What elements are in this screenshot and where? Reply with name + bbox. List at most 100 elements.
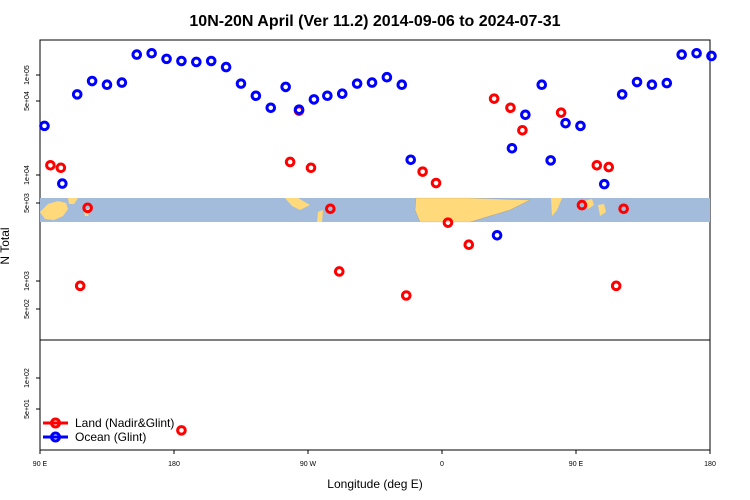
ocean-point — [101, 79, 113, 90]
ocean-point — [293, 104, 305, 115]
ocean-series — [39, 47, 717, 241]
land-point — [176, 425, 187, 436]
ocean-point — [646, 79, 658, 90]
y-tick-label: 1e+05 — [24, 65, 31, 85]
ocean-point — [631, 76, 643, 88]
ocean-point — [491, 229, 503, 241]
y-tick-label: 1e+02 — [24, 368, 31, 388]
map-land — [598, 204, 606, 216]
legend-ocean-marker — [50, 431, 61, 443]
map-ocean — [40, 198, 710, 222]
ocean-point — [220, 61, 232, 73]
world-map-strip — [40, 197, 710, 223]
ocean-point — [366, 77, 378, 88]
ocean-point — [191, 56, 202, 68]
land-point — [591, 160, 603, 171]
land-series — [45, 93, 629, 436]
ocean-point — [560, 117, 571, 129]
map-land — [285, 198, 310, 210]
x-tick-label: 0 — [440, 461, 444, 468]
legend-ocean-label: Ocean (Glint) — [75, 430, 146, 444]
ocean-point — [265, 102, 277, 114]
map-land — [40, 201, 68, 220]
ocean-point — [396, 79, 408, 90]
land-point — [463, 239, 475, 251]
x-tick-label: 180 — [704, 461, 716, 468]
legend-land-label: Land (Nadir&Glint) — [75, 416, 174, 430]
x-axis-title: Longitude (deg E) — [327, 477, 422, 491]
chart-title: 10N-20N April (Ver 11.2) 2014-09-06 to 2… — [189, 13, 560, 30]
map-land — [551, 198, 562, 216]
map-land — [68, 198, 78, 204]
ocean-point — [351, 78, 363, 89]
ocean-point — [235, 78, 247, 89]
ocean-point — [176, 55, 187, 67]
land-point — [618, 203, 629, 215]
x-tick-label: 90 E — [33, 461, 48, 468]
ocean-point — [691, 47, 702, 59]
land-point — [603, 161, 615, 173]
ocean-point — [506, 142, 518, 154]
ocean-point — [575, 120, 586, 132]
ocean-point — [598, 178, 610, 190]
y-axis-title: N Total — [0, 227, 12, 264]
y-axis: 1e+05 5e+04 1e+04 5e+03 1e+03 5e+02 1e+02 5e+01 — [24, 65, 40, 419]
ocean-point — [116, 77, 128, 88]
land-point — [333, 266, 345, 277]
land-point — [430, 177, 442, 189]
ocean-point — [381, 71, 393, 83]
ocean-point — [86, 75, 98, 87]
y-tick-label: 5e+02 — [24, 299, 31, 319]
ocean-point — [536, 79, 548, 90]
ocean-point — [706, 50, 717, 62]
ocean-point — [161, 53, 172, 65]
land-point — [488, 93, 500, 104]
ocean-point — [57, 178, 68, 189]
map-land — [584, 199, 594, 209]
y-tick-label: 5e+01 — [24, 399, 31, 419]
ocean-point — [322, 90, 333, 102]
land-point — [505, 102, 516, 114]
x-tick-label: 90 W — [300, 461, 317, 468]
y-tick-label: 1e+03 — [24, 271, 31, 291]
y-tick-label: 5e+04 — [24, 91, 31, 111]
map-coastline — [414, 197, 531, 223]
ocean-point — [405, 154, 417, 166]
land-point — [417, 166, 428, 177]
land-point — [325, 203, 336, 215]
land-point — [576, 199, 588, 211]
ocean-point — [545, 155, 556, 166]
ocean-point — [205, 55, 217, 67]
ocean-point — [250, 90, 262, 102]
ocean-point — [308, 94, 320, 105]
legend-land-marker — [50, 417, 61, 429]
land-point — [610, 280, 622, 292]
land-point — [74, 280, 86, 292]
ocean-point — [280, 81, 291, 93]
land-point — [517, 124, 528, 136]
y-tick-label: 5e+03 — [24, 193, 31, 213]
land-point — [55, 162, 67, 174]
land-point — [555, 107, 567, 118]
ocean-point — [616, 89, 628, 100]
land-point — [82, 202, 93, 214]
ocean-point — [661, 77, 673, 89]
land-point — [400, 290, 412, 301]
x-tick-label: 180 — [168, 461, 180, 468]
ocean-point — [71, 89, 83, 100]
ocean-point — [146, 47, 157, 59]
land-point — [305, 162, 317, 174]
lower-panel-frame — [39, 339, 711, 451]
ocean-point — [520, 109, 531, 121]
ocean-point — [39, 120, 50, 132]
land-point — [442, 217, 454, 228]
ocean-point — [131, 49, 143, 60]
x-axis: 90 E 180 90 W 0 90 E 180 — [33, 450, 716, 468]
y-tick-label: 1e+04 — [24, 165, 31, 185]
land-point — [284, 156, 296, 168]
map-land — [317, 210, 323, 222]
map-land — [415, 198, 530, 222]
ocean-point — [336, 88, 348, 100]
x-tick-label: 90 E — [569, 461, 584, 468]
